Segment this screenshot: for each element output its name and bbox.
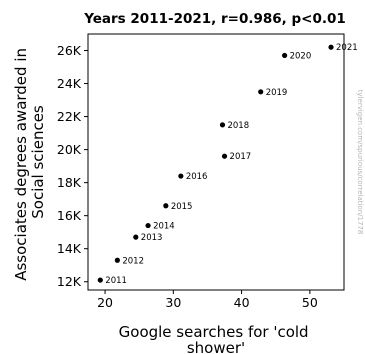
y-tick-label: 14K xyxy=(57,241,82,256)
data-point xyxy=(258,89,264,95)
y-axis-label-group: Associates degrees awarded in Social sci… xyxy=(12,43,47,281)
data-point xyxy=(163,203,169,209)
x-tick-label: 50 xyxy=(302,295,318,310)
data-point xyxy=(282,52,288,59)
x-tick-label: 20 xyxy=(97,295,113,310)
y-tick-label: 20K xyxy=(57,142,82,157)
x-axis: 20 30 40 50 xyxy=(97,290,318,310)
y-axis: 12K 14K 16K 18K 20K 22K 24K 26K xyxy=(57,43,88,289)
data-point xyxy=(97,277,103,283)
point-label: 2016 xyxy=(186,172,208,182)
point-label: 2013 xyxy=(141,233,163,243)
x-axis-label: Google searches for 'cold shower' xyxy=(119,323,314,354)
y-axis-label-line-2: Social sciences xyxy=(29,105,47,219)
point-label: 2015 xyxy=(171,202,193,212)
credit-text: tylervigen.com/spurious/correlation/1778 xyxy=(356,90,364,235)
chart-title: Years 2011-2021, r=0.986, p<0.01 xyxy=(83,11,346,27)
y-tick-label: 16K xyxy=(57,208,82,223)
data-point xyxy=(133,234,139,240)
y-tick-label: 18K xyxy=(57,175,82,190)
point-label: 2011 xyxy=(105,276,127,286)
point-label: 2019 xyxy=(266,88,288,98)
data-point xyxy=(145,222,151,229)
point-label: 2018 xyxy=(227,121,249,131)
x-tick-label: 40 xyxy=(234,295,250,310)
y-axis-label: Associates degrees awarded in Social sci… xyxy=(12,43,47,281)
data-point xyxy=(328,44,334,50)
y-tick-label: 12K xyxy=(57,274,82,289)
y-axis-label-line-1: Associates degrees awarded in xyxy=(12,48,30,281)
data-point xyxy=(178,173,184,179)
point-label: 2014 xyxy=(153,222,175,232)
plot-frame xyxy=(87,33,345,291)
x-tick-label: 30 xyxy=(165,295,181,310)
y-tick-label: 22K xyxy=(57,109,82,124)
x-axis-label-line-2: shower' xyxy=(187,339,245,354)
y-tick-label: 26K xyxy=(57,43,82,58)
point-label: 2017 xyxy=(230,152,252,162)
data-point xyxy=(221,153,228,159)
x-axis-label-line-1: Google searches for 'cold xyxy=(119,323,309,341)
y-tick-label: 24K xyxy=(57,76,82,91)
data-point xyxy=(219,122,226,128)
point-label: 2021 xyxy=(336,43,358,53)
credit-group: tylervigen.com/spurious/correlation/1778 xyxy=(356,90,364,235)
data-point xyxy=(114,257,120,263)
point-label: 2012 xyxy=(122,256,144,266)
point-label: 2020 xyxy=(290,51,312,61)
